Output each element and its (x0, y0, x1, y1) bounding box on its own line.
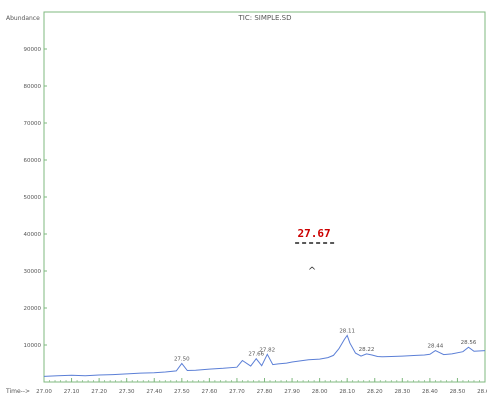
peak-label: 27.66 (248, 352, 264, 358)
x-ticks: 27.00 27.10 27.20 27.30 27.40 27.50 27.60 27.70… (36, 378, 487, 395)
peak-label: 27.50 (174, 357, 190, 363)
x-tick-label: 28.60 (477, 389, 487, 395)
x-tick-label: 27.00 (36, 389, 52, 395)
x-tick-label: 28.20 (367, 389, 383, 395)
annotation-caret: ^ (308, 266, 316, 277)
x-tick-label: 27.70 (229, 389, 245, 395)
annotation-group: 27.67 ^ (295, 227, 336, 277)
x-tick-label: 28.30 (394, 389, 410, 395)
x-tick-label: 27.80 (257, 389, 273, 395)
x-tick-label: 27.10 (64, 389, 80, 395)
x-tick-label: 27.40 (146, 389, 162, 395)
y-tick-label: 50000 (24, 195, 42, 201)
x-tick-label: 27.20 (91, 389, 107, 395)
plot-frame (43, 11, 486, 383)
peak-label: 27.82 (259, 347, 275, 353)
y-tick-label: 80000 (24, 84, 42, 90)
x-tick-label: 27.30 (119, 389, 135, 395)
y-ticks: 10000 20000 30000 40000 50000 60000 70000 80000… (24, 47, 47, 349)
y-tick-label: 20000 (24, 306, 42, 312)
peak-label: 28.56 (461, 340, 477, 346)
peak-label: 28.22 (359, 347, 375, 353)
x-tick-label: 28.00 (312, 389, 328, 395)
x-tick-label: 27.60 (202, 389, 218, 395)
x-tick-label: 27.50 (174, 389, 190, 395)
y-tick-label: 40000 (24, 232, 42, 238)
x-tick-label: 28.40 (422, 389, 438, 395)
x-tick-label: 28.10 (339, 389, 355, 395)
y-axis-label: Abundance (6, 15, 40, 22)
y-tick-label: 90000 (24, 47, 42, 53)
y-tick-label: 70000 (24, 121, 42, 127)
peak-label: 28.11 (339, 328, 355, 334)
x-tick-label: 28.50 (450, 389, 466, 395)
y-tick-label: 30000 (24, 269, 42, 275)
tic-trace-line (43, 334, 486, 377)
chart-title: TIC: SIMPLE.SD (238, 14, 292, 22)
y-tick-label: 10000 (24, 343, 42, 349)
y-tick-label: 60000 (24, 158, 42, 164)
peak-label: 28.44 (428, 344, 444, 350)
series-group (43, 334, 486, 377)
x-tick-label: 27.90 (284, 389, 300, 395)
annotation-time-label: 27.67 (298, 227, 331, 240)
x-axis-label: Time--> (5, 388, 30, 395)
